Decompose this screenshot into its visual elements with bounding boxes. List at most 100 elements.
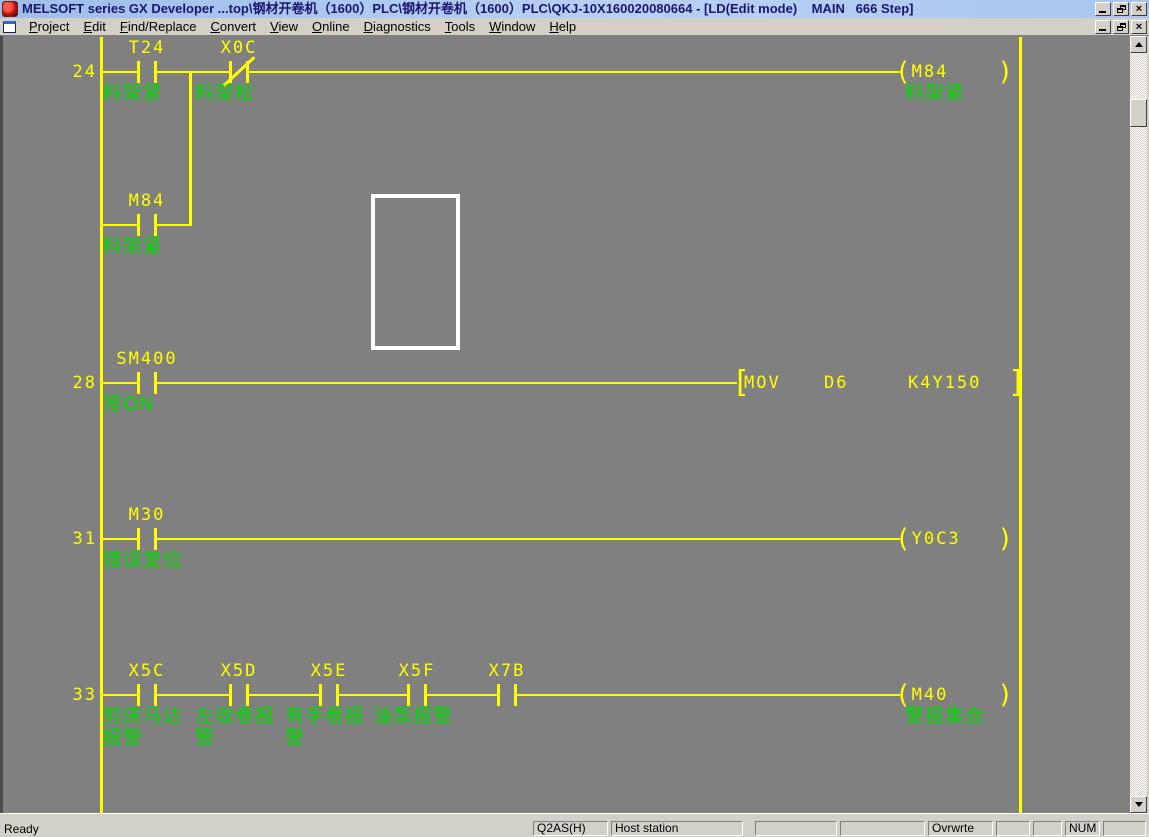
contact-device-name: SM400 — [116, 349, 178, 369]
status-ready: Ready — [4, 822, 39, 836]
contact-bar — [154, 528, 157, 550]
status-bar: Ready Q2AS(H) Host station Ovrwrte NUM — [0, 820, 1149, 837]
instruction-operand1: D6 — [824, 373, 849, 393]
contact-comment: 料架紧 — [103, 235, 164, 257]
contact-device-name: X0C — [220, 38, 258, 58]
menu-diagnostics[interactable]: Diagnostics — [363, 19, 431, 34]
status-panel-empty-4 — [1033, 821, 1062, 836]
mdi-document-icon[interactable] — [3, 20, 16, 33]
scroll-up-button[interactable] — [1130, 36, 1147, 53]
contact-X0C-nc[interactable] — [222, 56, 256, 87]
vertical-scrollbar[interactable] — [1130, 36, 1147, 813]
contact-X5D[interactable] — [229, 684, 249, 706]
contact-comment: 料架紧 — [103, 82, 164, 104]
app-icon — [2, 1, 18, 17]
coil-close-paren: ) — [997, 680, 1013, 710]
status-panel-empty-1 — [755, 821, 837, 836]
instruction-open-bracket: [ — [732, 365, 751, 400]
menu-help[interactable]: Help — [549, 19, 577, 34]
contact-bar — [137, 684, 140, 706]
contact-bar — [137, 61, 140, 83]
close-button[interactable]: × — [1131, 2, 1147, 16]
contact-bar — [137, 528, 140, 550]
menu-find-replace[interactable]: Find/Replace — [119, 19, 197, 34]
contact-bar — [424, 684, 427, 706]
minimize-icon — [1099, 11, 1106, 13]
contact-bar — [154, 61, 157, 83]
ladder-editor-canvas[interactable]: 24 T24 料架紧 X0C 料架松 M84 料架紧 (M84) 料架紧 28 … — [0, 36, 1130, 813]
rung-step-number: 24 — [72, 62, 97, 82]
menu-convert[interactable]: Convert — [210, 19, 257, 34]
coil-device-name: M84 — [911, 62, 949, 82]
window-title: MELSOFT series GX Developer ...top\钢材开卷机… — [22, 1, 914, 16]
contact-comment: 左收卷报警 — [195, 705, 276, 749]
window-controls: × — [1095, 2, 1147, 16]
minimize-button[interactable] — [1095, 2, 1111, 16]
scrollbar-thumb[interactable] — [1130, 99, 1147, 127]
contact-M84-branch[interactable] — [137, 214, 157, 236]
contact-comment: 料架松 — [195, 82, 256, 104]
child-close-button[interactable]: × — [1131, 19, 1147, 34]
contact-device-name: M30 — [128, 505, 166, 525]
contact-X5E[interactable] — [319, 684, 339, 706]
menu-window[interactable]: Window — [489, 19, 536, 34]
contact-bar — [246, 61, 249, 83]
contact-M30[interactable] — [137, 528, 157, 550]
instruction-mov[interactable]: [ MOV D6 K4Y150 ] — [730, 365, 1026, 400]
status-edit-mode: Ovrwrte — [928, 821, 993, 836]
branch-wire-vertical — [189, 72, 192, 226]
contact-bar — [336, 684, 339, 706]
scroll-down-button[interactable] — [1130, 796, 1147, 813]
contact-comment: 有手卷报警 — [285, 705, 366, 749]
contact-comment: 剪床马达报警 — [103, 705, 184, 749]
contact-bar — [514, 684, 517, 706]
menu-project[interactable]: Project — [29, 19, 70, 34]
instruction-operand2: K4Y150 — [908, 373, 982, 393]
child-restore-button[interactable] — [1113, 19, 1129, 34]
contact-comment: 常ON — [103, 393, 155, 415]
right-power-rail — [1019, 37, 1022, 813]
horizontal-scrollbar[interactable] — [0, 813, 1149, 820]
contact-T24[interactable] — [137, 61, 157, 83]
contact-X5C[interactable] — [137, 684, 157, 706]
contact-device-name: X7B — [488, 661, 526, 681]
minimize-icon — [1099, 28, 1106, 31]
contact-bar — [407, 684, 410, 706]
contact-device-name: X5E — [310, 661, 348, 681]
coil-Y0C3[interactable]: (Y0C3) — [895, 522, 1013, 556]
coil-comment: 料架紧 — [905, 82, 966, 104]
coil-comment: 警报集合 — [905, 705, 986, 727]
rung-wire — [103, 382, 737, 384]
status-panel-empty-3 — [996, 821, 1030, 836]
restore-button[interactable] — [1113, 2, 1129, 16]
coil-M84[interactable]: (M84) — [895, 55, 1013, 89]
menu-tools[interactable]: Tools — [444, 19, 476, 34]
menu-edit[interactable]: Edit — [83, 19, 106, 34]
child-window-controls: × — [1095, 19, 1147, 34]
rung-step-number: 28 — [72, 373, 97, 393]
coil-device-name: Y0C3 — [911, 529, 961, 549]
instruction-close-bracket: ] — [1008, 365, 1027, 400]
status-num-lock: NUM — [1065, 821, 1100, 836]
child-minimize-button[interactable] — [1095, 19, 1111, 34]
contact-bar — [154, 684, 157, 706]
contact-SM400[interactable] — [137, 372, 157, 394]
menu-view[interactable]: View — [270, 19, 298, 34]
coil-device-name: M40 — [911, 685, 949, 705]
contact-device-name: X5C — [128, 661, 166, 681]
contact-comment: 错误复位 — [103, 549, 184, 571]
contact-device-name: T24 — [128, 38, 166, 58]
contact-X5F[interactable] — [407, 684, 427, 706]
canvas-left-edge — [0, 36, 3, 813]
title-bar: MELSOFT series GX Developer ...top\钢材开卷机… — [0, 0, 1149, 18]
contact-X7B[interactable] — [497, 684, 517, 706]
rung-step-number: 33 — [72, 685, 97, 705]
rung-step-number: 31 — [72, 529, 97, 549]
menu-online[interactable]: Online — [311, 19, 350, 34]
menu-bar: Project Edit Find/Replace Convert View O… — [0, 18, 1149, 36]
coil-M40[interactable]: (M40) — [895, 678, 1013, 712]
restore-icon — [1117, 22, 1126, 31]
contact-device-name: X5D — [220, 661, 258, 681]
contact-bar — [246, 684, 249, 706]
contact-comment: 油泵报警 — [373, 705, 454, 727]
